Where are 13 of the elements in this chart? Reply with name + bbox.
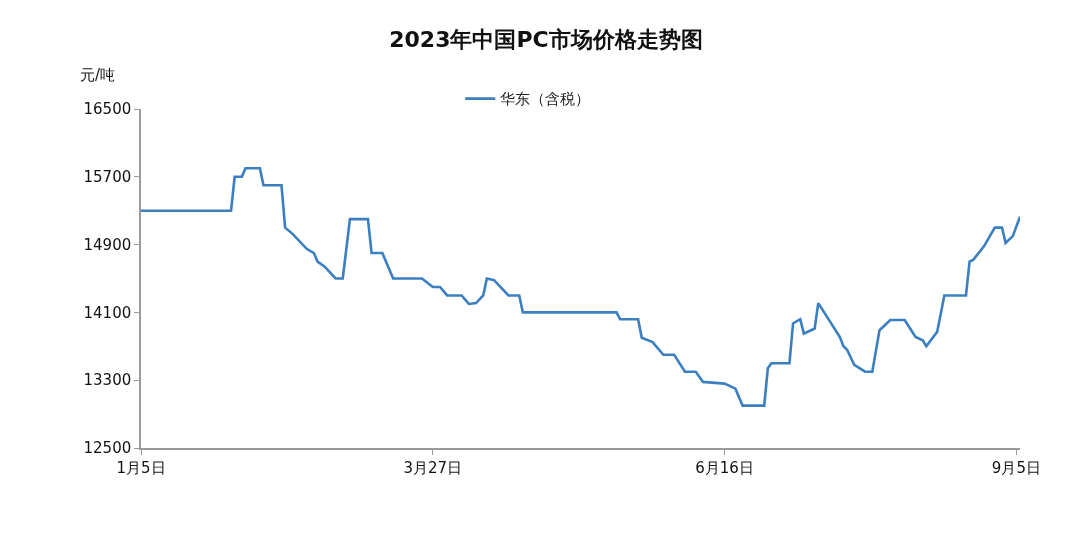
y-tick-label: 13300 (83, 371, 132, 390)
y-tick-label: 15700 (83, 168, 132, 187)
x-tick-label: 6月16日 (695, 458, 754, 477)
y-axis-title: 元/吨 (80, 66, 116, 84)
x-tick-label: 3月27日 (403, 458, 463, 477)
y-tick-label: 14900 (83, 235, 132, 254)
y-tick-label: 14100 (83, 303, 132, 322)
x-tick-label: 1月5日 (116, 458, 166, 477)
y-tick-label: 12500 (83, 439, 132, 458)
x-tick-label: 9月5日 (991, 458, 1041, 477)
legend-label: 华东（含税） (500, 90, 591, 109)
y-tick-label: 16500 (83, 100, 132, 119)
chart-title: 2023年中国PC市场价格走势图 (389, 27, 703, 53)
